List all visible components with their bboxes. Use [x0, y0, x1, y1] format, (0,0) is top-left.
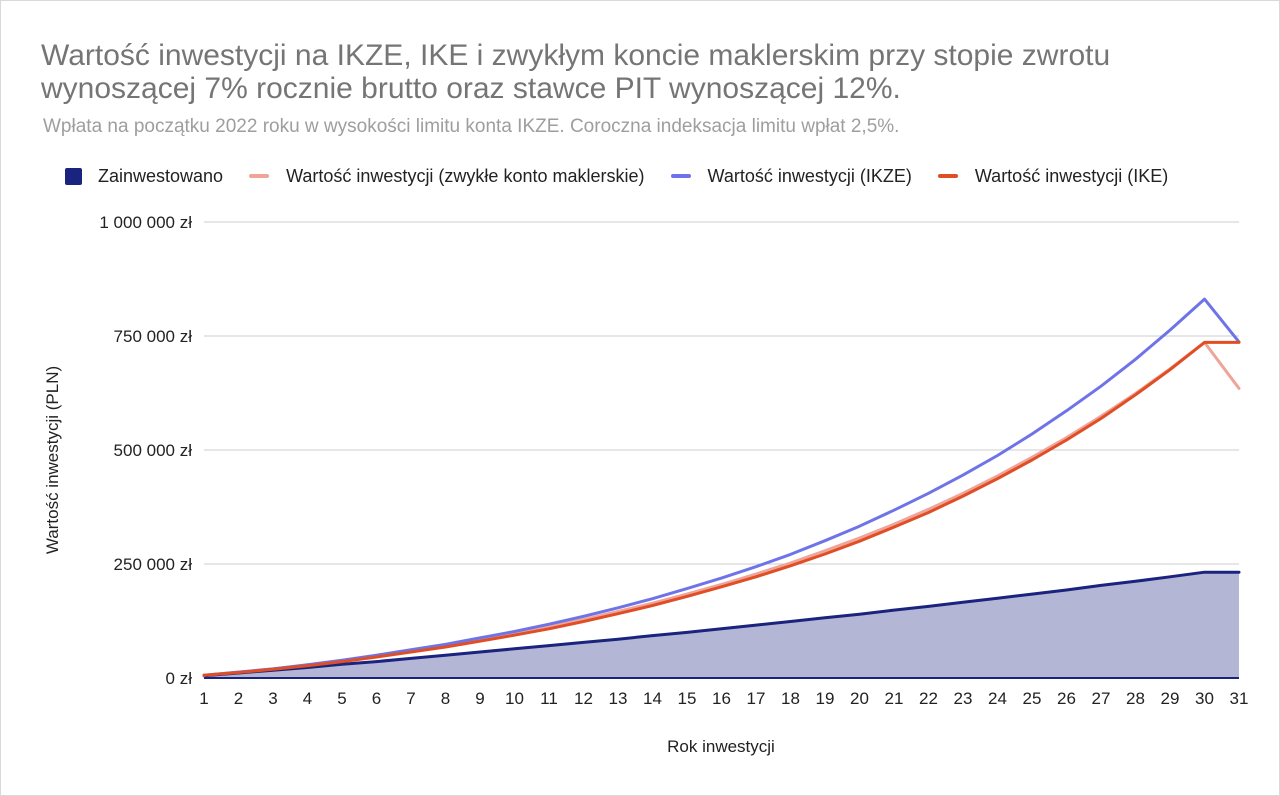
- x-tick-label: 29: [1161, 689, 1180, 708]
- y-tick-label: 750 000 zł: [114, 327, 193, 346]
- x-tick-label: 21: [885, 689, 904, 708]
- series-area-0: [204, 572, 1239, 678]
- x-tick-label: 22: [919, 689, 938, 708]
- x-tick-label: 11: [540, 689, 558, 708]
- x-tick-label: 16: [712, 689, 731, 708]
- legend-swatch-zwykle-konto: [249, 174, 270, 178]
- x-tick-label: 14: [643, 689, 662, 708]
- x-tick-label: 1: [199, 689, 208, 708]
- chart-title: Wartość inwestycji na IKZE, IKE i zwykły…: [41, 39, 1111, 105]
- x-tick-label: 23: [954, 689, 973, 708]
- x-tick-label: 13: [609, 689, 628, 708]
- x-axis-label: Rok inwestycji: [667, 737, 775, 756]
- x-tick-label: 2: [234, 689, 243, 708]
- x-tick-label: 26: [1057, 689, 1076, 708]
- y-tick-label: 500 000 zł: [114, 441, 193, 460]
- x-tick-label: 25: [1023, 689, 1042, 708]
- x-tick-label: 4: [303, 689, 312, 708]
- x-tick-label: 6: [372, 689, 381, 708]
- x-tick-label: 8: [441, 689, 450, 708]
- series-areas: [204, 572, 1239, 678]
- chart-subtitle: Wpłata na początku 2022 roku w wysokości…: [43, 116, 900, 137]
- legend-swatch-ike: [937, 174, 958, 178]
- x-tick-label: 31: [1230, 689, 1249, 708]
- legend-label-zwykle-konto: Wartość inwestycji (zwykłe konto maklers…: [286, 165, 645, 186]
- axes: 0 zł 250 000 zł 500 000 zł 750 000 zł 1 000 …: [99, 213, 1248, 708]
- x-tick-label: 15: [678, 689, 697, 708]
- x-tick-label: 17: [747, 689, 766, 708]
- x-tick-label: 5: [337, 689, 346, 708]
- x-tick-label: 28: [1126, 689, 1145, 708]
- chart-legend: Zainwestowano Wartość inwestycji (zwykłe…: [65, 163, 1194, 189]
- legend-item-ike[interactable]: Wartość inwestycji (IKE): [937, 165, 1169, 187]
- x-tick-label: 10: [505, 689, 524, 708]
- x-tick-label: 9: [475, 689, 484, 708]
- x-tick-label: 30: [1195, 689, 1214, 708]
- legend-swatch-zainwestowano: [65, 167, 82, 185]
- series-line-0[interactable]: [202, 570, 1241, 678]
- x-tick-label: 24: [988, 689, 1007, 708]
- x-tick-label: 27: [1092, 689, 1111, 708]
- x-tick-label: 7: [406, 689, 415, 708]
- y-tick-label: 0 zł: [166, 669, 193, 688]
- legend-label-ike: Wartość inwestycji (IKE): [974, 165, 1169, 186]
- legend-item-ikze[interactable]: Wartość inwestycji (IKZE): [670, 165, 912, 187]
- legend-label-ikze: Wartość inwestycji (IKZE): [707, 165, 912, 186]
- legend-swatch-ikze: [670, 174, 691, 178]
- gridlines: [204, 221, 1239, 565]
- x-tick-label: 20: [850, 689, 869, 708]
- series-line-3[interactable]: [202, 340, 1241, 677]
- legend-item-zwykle-konto[interactable]: Wartość inwestycji (zwykłe konto maklers…: [249, 165, 645, 187]
- series-line-2[interactable]: [202, 297, 1241, 677]
- y-axis-label: Wartość inwestycji (PLN): [43, 366, 62, 554]
- y-tick-label: 250 000 zł: [114, 555, 193, 574]
- x-tick-label: 18: [781, 689, 800, 708]
- legend-item-zainwestowano[interactable]: Zainwestowano: [65, 166, 223, 187]
- y-tick-label: 1 000 000 zł: [99, 213, 192, 232]
- x-tick-label: 3: [268, 689, 277, 708]
- series-lines: [202, 297, 1241, 678]
- legend-label-zainwestowano: Zainwestowano: [98, 165, 224, 186]
- x-tick-label: 12: [574, 689, 593, 708]
- x-tick-label: 19: [816, 689, 835, 708]
